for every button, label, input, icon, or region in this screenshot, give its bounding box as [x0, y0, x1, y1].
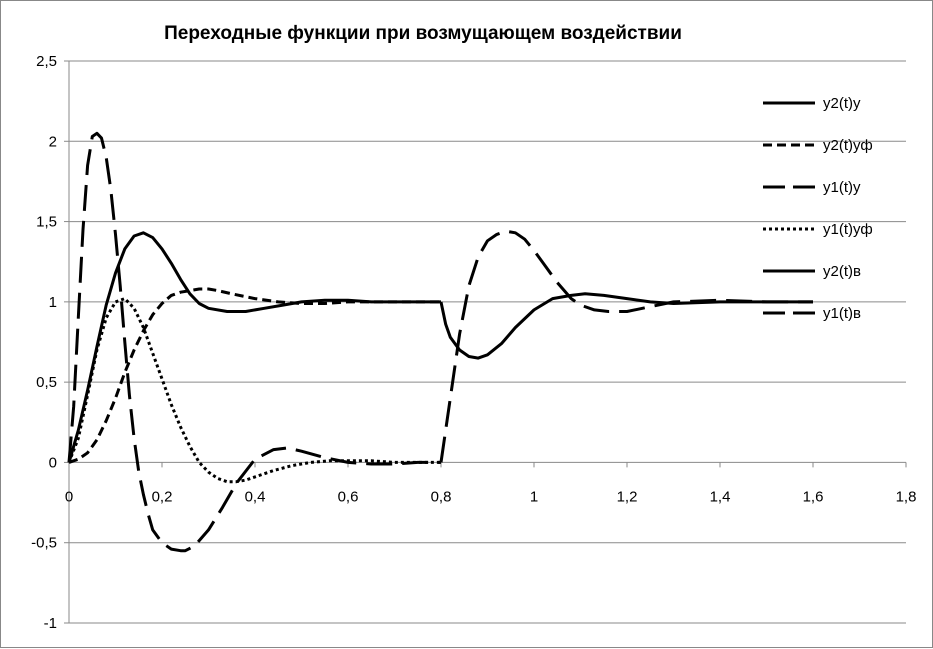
- y-tick-label: 0,5: [36, 374, 57, 391]
- x-tick-label: 0,4: [245, 488, 266, 505]
- y-tick-label: -1: [44, 615, 57, 632]
- x-tick-label: 0,8: [431, 488, 452, 505]
- x-tick-label: 0,2: [152, 488, 173, 505]
- series-lines: [67, 131, 813, 553]
- y-tick-label: 1: [49, 294, 57, 311]
- y-tick-label: -0,5: [31, 535, 57, 552]
- legend-label-1: y2(t)уф: [823, 137, 873, 154]
- chart-title: Переходные функции при возмущающем возде…: [164, 23, 682, 44]
- tick-labels: -1 -0,5 0 0,5 1 1,5 2 2,5 0 0,2 0,4 0,6 0,8 1 1,2 1,4 1,…: [31, 53, 916, 632]
- legend-label-4: y2(t)в: [823, 263, 861, 280]
- y-tick-label: 0: [49, 454, 57, 471]
- x-tick-label: 1,6: [803, 488, 824, 505]
- legend-label-5: y1(t)в: [823, 305, 861, 322]
- x-tick-label: 1,2: [617, 488, 638, 505]
- y-tick-label: 2,5: [36, 53, 57, 70]
- series-line-3: [67, 297, 441, 484]
- legend-label-0: y2(t)y: [823, 95, 861, 112]
- x-tick-label: 0: [65, 488, 73, 505]
- axes: [64, 60, 907, 624]
- legend-label-2: y1(t)у: [823, 179, 861, 196]
- x-tick-label: 1: [530, 488, 538, 505]
- grid-lines: [69, 60, 906, 624]
- legend: y2(t)y y2(t)уф y1(t)у y1(t)уф y2(t)в y1(t)в: [763, 95, 873, 322]
- series-line-1: [68, 287, 441, 464]
- x-tick-label: 1,4: [710, 488, 731, 505]
- y-tick-label: 2: [49, 133, 57, 150]
- y-tick-label: 1,5: [36, 214, 57, 231]
- legend-label-3: y1(t)уф: [823, 221, 873, 238]
- series-line-2: [67, 131, 441, 553]
- series-line-0: [67, 231, 441, 463]
- x-tick-label: 1,8: [896, 488, 917, 505]
- series-line-5: [439, 229, 813, 463]
- x-tick-label: 0,6: [338, 488, 359, 505]
- series-line-4: [439, 292, 813, 360]
